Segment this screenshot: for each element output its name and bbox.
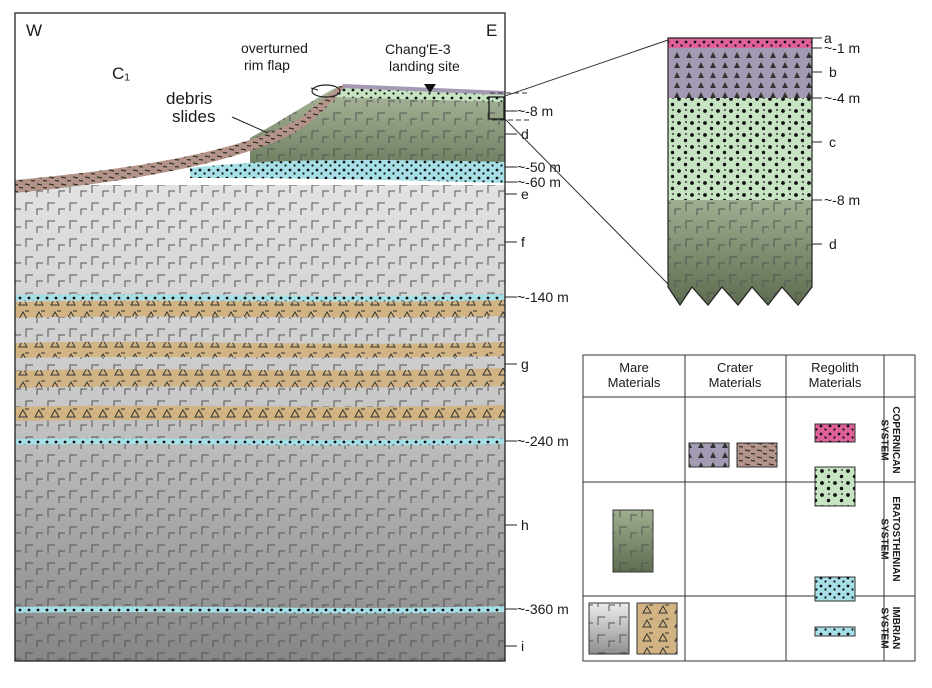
section-depth-ticks	[505, 110, 517, 647]
legend-header-mare: Mare Materials	[608, 360, 661, 390]
depth-8m: ~-8 m	[517, 103, 553, 119]
depth-60m: ~-60 m	[517, 174, 561, 190]
system-imbrian: IMBRIANSYSTEM	[879, 607, 902, 650]
unit-e-pattern	[190, 160, 505, 183]
depth-50m: ~-50 m	[517, 159, 561, 175]
debris-label-2: slides	[172, 107, 215, 126]
inset-unit-a: a	[824, 30, 832, 46]
mare-basalt-pattern	[15, 185, 505, 661]
unit-e-label: e	[521, 186, 529, 202]
landing-label-1: Chang'E-3	[385, 41, 451, 57]
sky-area	[15, 20, 505, 180]
debris-leader	[231, 116, 269, 134]
legend-swatches	[588, 423, 856, 655]
unit-i-label: i	[521, 638, 524, 654]
paleo-regolith-layers	[15, 294, 505, 614]
debris-label-1: debris	[166, 89, 212, 108]
system-eratosthenian: ERATOSTHENIANSYSTEM	[879, 496, 902, 581]
overturned-rim-flap-shape	[311, 84, 341, 98]
rimflap-label-1: overturned	[241, 40, 308, 56]
rimflap-leader	[310, 87, 319, 91]
inset-depth-4m: ~-4 m	[824, 90, 860, 106]
inset-reference-box	[488, 96, 505, 120]
section-frame	[14, 12, 506, 662]
depth-240m: ~-240 m	[517, 433, 569, 449]
depth-360m: ~-360 m	[517, 601, 569, 617]
crater-label: C₁	[112, 64, 130, 83]
west-label: W	[26, 21, 42, 40]
landing-label-2: landing site	[389, 58, 460, 74]
legend-header-regolith: Regolith Materials	[809, 360, 862, 390]
unit-d-label: d	[521, 126, 529, 142]
unit-f-label: f	[521, 234, 525, 250]
inset-column	[667, 37, 813, 307]
inset-depth-8m: ~-8 m	[824, 192, 860, 208]
system-copernican: COPERNICANSYSTEM	[879, 406, 902, 473]
east-label: E	[486, 21, 497, 40]
breccia-bands	[15, 300, 505, 421]
unit-g-label: g	[521, 356, 529, 372]
inset-ticks	[812, 37, 822, 245]
inset-connector-lines	[490, 39, 669, 285]
unit-h-label: h	[521, 517, 529, 533]
landing-site-marker	[424, 84, 436, 93]
inset-depth-1m: ~-1 m	[824, 40, 860, 56]
rimflap-label-2: rim flap	[244, 57, 290, 73]
cross-section	[14, 12, 506, 662]
inset-unit-c: c	[829, 134, 836, 150]
legend-header-crater: Crater Materials	[709, 360, 762, 390]
inset-unit-d: d	[829, 236, 837, 252]
unit-b-surface	[340, 84, 505, 95]
inset-unit-b: b	[829, 64, 837, 80]
legend-table	[582, 354, 916, 662]
depth-140m: ~-140 m	[517, 289, 569, 305]
